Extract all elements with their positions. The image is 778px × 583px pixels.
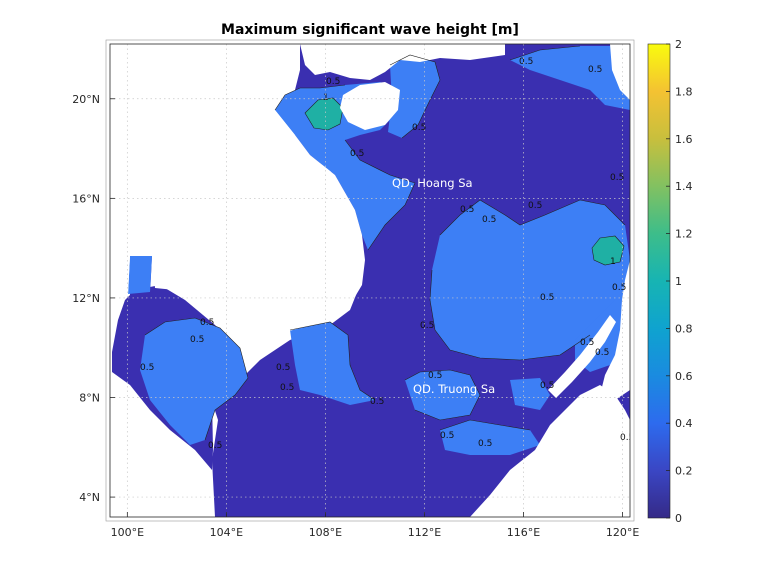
place-label-truong-sa: QD. Truong Sa [413, 382, 495, 396]
colorbar-tick-label: 1.4 [675, 180, 693, 193]
x-tick-label: 108°E [309, 526, 342, 539]
contour-label: 0.5 [580, 338, 594, 348]
place-label-hoang-sa: QD. Hoang Sa [392, 176, 473, 190]
contour-label: 0.5 [276, 363, 290, 373]
east-mid-wave-strip [510, 378, 550, 410]
contour-label: 0.5 [595, 348, 609, 358]
wave-field: 0.5 0.5 0.5 0.5 0.5 0.5 0.5 0.5 0.5 0.5 … [110, 44, 634, 517]
contour-label: 0.5 [620, 433, 634, 443]
x-tick-label: 104°E [210, 526, 243, 539]
y-tick-label: 4°N [79, 491, 100, 504]
high-wave-tonkin [304, 97, 344, 131]
south-mid-wave [440, 420, 540, 455]
contour-label: 1 [610, 257, 616, 267]
contour-label: 0.5 [370, 397, 384, 407]
contour-label: 1 [323, 93, 329, 103]
contour-label: 0.5 [440, 431, 454, 441]
contour-label: 0.5 [460, 205, 474, 215]
y-axis: 4°N 8°N 12°N 16°N 20°N [72, 93, 115, 504]
contour-label: 0.5 [428, 371, 442, 381]
contour-lines [144, 45, 626, 441]
colorbar-tick-label: 1.2 [675, 228, 693, 241]
land-hainan [340, 82, 400, 130]
high-wave-east [591, 235, 625, 266]
contour-label: 0.5 [350, 149, 364, 159]
colorbar-tick-label: 2 [675, 38, 682, 51]
contour-label: 0.5 [412, 123, 426, 133]
contour-label: 0.5 [528, 201, 542, 211]
gulf-thailand-mid-wave [140, 318, 248, 445]
sarawak-mid-wave [290, 322, 375, 405]
land-borneo [470, 385, 630, 517]
plot-frame [109, 43, 631, 518]
land-malay [110, 380, 150, 517]
colorbar-tick-label: 1 [675, 275, 682, 288]
colorbar-tick-label: 0.2 [675, 465, 693, 478]
grid-lines [110, 44, 630, 517]
x-tick-label: 100°E [111, 526, 144, 539]
colorbar-tick-label: 0 [675, 512, 682, 525]
y-tick-label: 16°N [72, 192, 100, 205]
contour-label: 0.5 [280, 383, 294, 393]
colorbar-tick-label: 0.4 [675, 417, 693, 430]
y-tick-label: 20°N [72, 93, 100, 106]
y-tick-label: 8°N [79, 392, 100, 405]
hainan-east-mid-wave [388, 55, 440, 138]
land-taiwan [610, 44, 630, 100]
x-tick-label: 112°E [408, 526, 441, 539]
contour-label: 0.5 [208, 441, 222, 451]
contour-label: 0.5 [326, 77, 340, 87]
contour-label: 0.5 [478, 439, 492, 449]
spratly-mid-wave [405, 370, 480, 420]
contour-label: 0.5 [588, 65, 602, 75]
contour-label: 0.5 [190, 335, 204, 345]
x-tick-label: 116°E [507, 526, 540, 539]
land-indochina [110, 44, 365, 340]
colorbar-tick-label: 1.8 [675, 85, 693, 98]
land-south-china [300, 44, 505, 80]
contour-label: 0.5 [140, 363, 154, 373]
contour-label: 0.5 [482, 215, 496, 225]
colorbar-tick-label: 0.8 [675, 322, 693, 335]
contour-label: 0.5 [610, 173, 624, 183]
land-palawan [548, 315, 616, 398]
contour-label: 0.5 [540, 381, 554, 391]
chart-title: Maximum significant wave height [m] [221, 22, 519, 38]
colorbar-tick-label: 0.6 [675, 370, 693, 383]
north-east-mid-wave [510, 46, 630, 110]
x-axis: 100°E 104°E 108°E 112°E 116°E 120°E [111, 512, 639, 539]
y-tick-label: 12°N [72, 292, 100, 305]
contour-label: 0.5 [200, 318, 214, 328]
colorbar-ticks: 0 0.2 0.4 0.6 0.8 1 1.2 1.4 1.6 1.8 2 [666, 38, 693, 525]
central-sea-mid-wave [430, 200, 630, 360]
contour-label: 0.5 [519, 57, 533, 67]
map-border [105, 39, 635, 522]
x-tick-label: 120°E [606, 526, 639, 539]
contour-label: 0.5 [612, 283, 626, 293]
contour-label: 0.5 [420, 321, 434, 331]
colorbar-tick-label: 1.6 [675, 133, 693, 146]
contour-labels: 0.5 0.5 0.5 0.5 0.5 0.5 0.5 0.5 0.5 0.5 … [140, 57, 634, 451]
cambodia-mid-wave [128, 256, 152, 294]
